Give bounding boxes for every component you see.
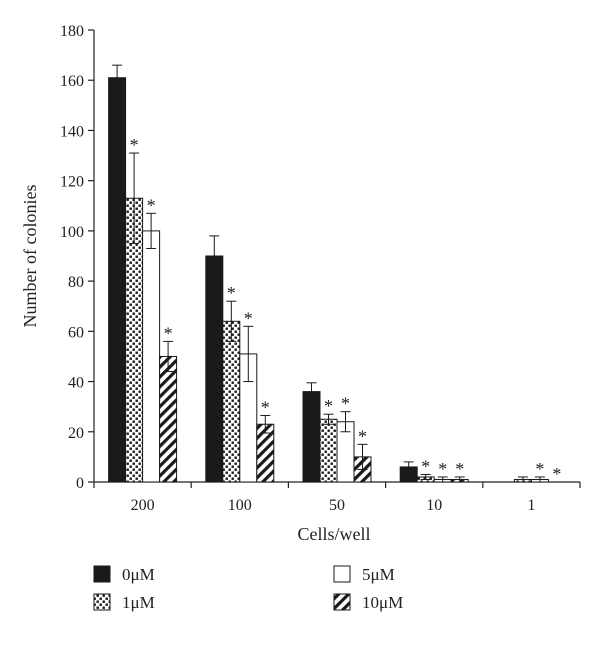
x-tick-label: 100 <box>228 497 252 514</box>
y-tick-label: 180 <box>60 23 84 40</box>
significance-star: * <box>227 283 236 303</box>
x-axis-label: Cells/well <box>298 524 371 544</box>
x-tick-label: 200 <box>131 497 155 514</box>
bar <box>222 320 241 483</box>
y-tick-label: 60 <box>68 324 84 341</box>
x-tick-label: 50 <box>329 497 345 514</box>
significance-star: * <box>438 459 447 479</box>
y-tick-label: 0 <box>76 475 84 492</box>
significance-star: * <box>261 397 270 417</box>
bar <box>302 391 321 483</box>
y-tick-label: 160 <box>60 73 84 90</box>
bar <box>108 77 127 483</box>
legend-label: 10μM <box>362 593 403 612</box>
significance-star: * <box>552 464 561 484</box>
significance-star: * <box>455 459 464 479</box>
x-tick-label: 1 <box>527 497 535 514</box>
significance-star: * <box>341 394 350 414</box>
legend-label: 0μM <box>122 565 155 584</box>
significance-star: * <box>421 456 430 476</box>
bar <box>319 418 338 483</box>
bar <box>142 230 161 483</box>
significance-star: * <box>147 195 156 215</box>
y-tick-label: 80 <box>68 274 84 291</box>
y-tick-label: 40 <box>68 375 84 392</box>
axes: 0 20 40 60 80 100 120 140 160 180 200 100 50 10 1 <box>60 23 581 514</box>
bar <box>205 255 224 483</box>
significance-star: * <box>130 135 139 155</box>
legend-swatch <box>93 565 111 583</box>
x-tick-label: 10 <box>426 497 442 514</box>
bars: * * * * * * * * * * * * * * <box>108 64 561 484</box>
legend-swatch <box>333 593 351 611</box>
y-tick-label: 120 <box>60 174 84 191</box>
legend-swatch <box>333 565 351 583</box>
legend-swatch <box>93 593 111 611</box>
y-axis-label: Number of colonies <box>20 185 40 328</box>
significance-star: * <box>358 426 367 446</box>
legend: 0μM 1μM 5μM 10μM <box>93 565 403 612</box>
significance-star: * <box>164 323 173 343</box>
axis-labels: Number of colonies Cells/well <box>20 185 371 544</box>
bar <box>159 355 178 483</box>
significance-star: * <box>324 396 333 416</box>
significance-star: * <box>244 308 253 328</box>
legend-label: 5μM <box>362 565 395 584</box>
legend-label: 1μM <box>122 593 155 612</box>
y-tick-label: 100 <box>60 224 84 241</box>
y-tick-label: 20 <box>68 425 84 442</box>
significance-star: * <box>535 459 544 479</box>
y-tick-label: 140 <box>60 123 84 140</box>
